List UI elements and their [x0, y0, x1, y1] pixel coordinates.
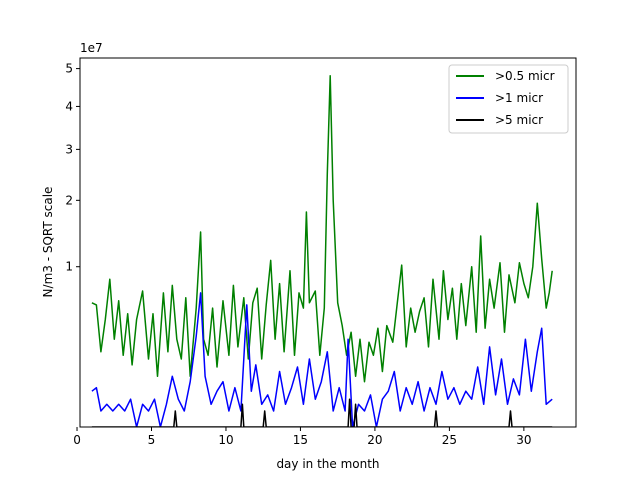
x-tick-label: 25 — [442, 433, 457, 447]
legend-label-0: >0.5 micr — [495, 69, 555, 83]
y-offset-label: 1e7 — [80, 41, 103, 55]
tick-layer: 0 5 10 15 20 25 30 1 2 3 4 5 — [65, 62, 531, 447]
y-axis-label: N/m3 - SQRT scale — [41, 187, 55, 298]
y-tick-label: 2 — [65, 193, 73, 207]
x-tick-label: 0 — [73, 433, 81, 447]
y-tick-label: 5 — [65, 62, 73, 76]
x-tick-label: 15 — [293, 433, 308, 447]
series-line-0 — [91, 75, 553, 383]
x-tick-label: 5 — [148, 433, 156, 447]
plot-frame — [79, 57, 577, 428]
legend-label-1: >1 micr — [495, 91, 543, 105]
legend-box — [448, 64, 569, 134]
x-tick-label: 10 — [218, 433, 233, 447]
y-tick-label: 3 — [65, 142, 73, 156]
x-tick-label: 30 — [516, 433, 531, 447]
series-line-2 — [91, 398, 553, 427]
legend: >0.5 micr >1 micr >5 micr — [448, 64, 569, 134]
x-axis-label: day in the month — [276, 457, 379, 471]
series-line-1 — [91, 292, 553, 427]
y-tick-label: 4 — [65, 99, 73, 113]
x-tick-label: 20 — [367, 433, 382, 447]
series-layer — [91, 75, 553, 427]
legend-label-2: >5 micr — [495, 113, 543, 127]
y-tick-label: 1 — [65, 260, 73, 274]
